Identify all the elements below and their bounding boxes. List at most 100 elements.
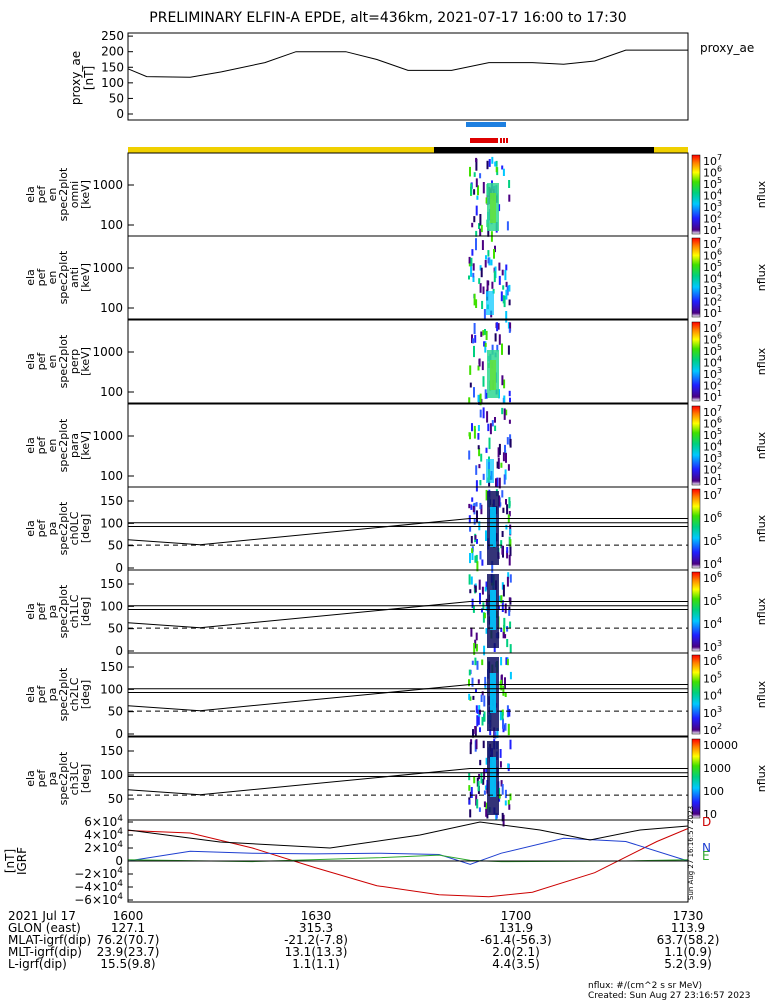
spectrogram-pixel — [469, 526, 472, 532]
footer-cell: 2021 Jul 17 — [8, 909, 76, 923]
spectrogram-pixel — [501, 490, 504, 498]
colorbar-tick-label: 102 — [703, 294, 722, 309]
spectrogram-pixel — [502, 168, 505, 176]
spectrogram-pixel — [474, 657, 477, 666]
colorbar — [691, 321, 701, 402]
spectrogram-pixel — [468, 693, 471, 700]
spectrogram-pixel — [505, 311, 508, 323]
spectrogram-pixel — [472, 272, 475, 278]
spectrogram-pixel — [479, 393, 482, 406]
spec-ytick-label: 150 — [100, 577, 123, 591]
spectrogram-pixel — [496, 322, 499, 332]
spectrogram-pixel — [494, 425, 497, 431]
spectrogram-pixel — [491, 344, 494, 355]
igrf-ytick-label: −4×104 — [74, 879, 123, 894]
colorbar-tick-label: 102 — [703, 211, 722, 226]
colorbar-tick-label: 106 — [703, 416, 722, 431]
spectrogram-pixel — [485, 768, 488, 773]
spectrogram-pixel — [468, 397, 471, 404]
spectrogram-pixel — [503, 474, 506, 485]
spectrogram-pixel — [499, 761, 502, 768]
spectrogram-pixel — [506, 576, 509, 587]
igrf-ytick-label: −6×104 — [74, 892, 123, 907]
spec-ytick-label: 100 — [100, 516, 123, 530]
spectrogram-pixel — [484, 341, 487, 353]
spec-frame — [127, 652, 689, 737]
spectrogram-pixel — [475, 554, 478, 563]
colorbar-tick-label: 104 — [703, 439, 722, 454]
spec-ytick-label: 50 — [108, 705, 123, 719]
spectrogram-pixel — [471, 677, 474, 687]
spec-ytick-label: 100 — [100, 301, 123, 315]
spectrogram-pixel — [476, 709, 479, 714]
spectrogram-pixel — [472, 338, 475, 344]
spectrogram-pixel — [468, 574, 471, 585]
spectrogram-pixel — [480, 504, 483, 515]
spec-frame — [127, 486, 689, 571]
spectrogram-core — [486, 291, 494, 315]
spectrogram-pixel — [507, 572, 510, 579]
data-zone-bar — [470, 138, 498, 143]
spec-ytick-label: 100 — [100, 599, 123, 613]
spectrogram-pixel — [489, 728, 492, 736]
spectrogram-pixel — [478, 579, 481, 590]
spectrogram-pixel — [479, 592, 481, 605]
sunlit-bar — [128, 147, 434, 153]
spectrogram-pixel — [508, 390, 511, 397]
colorbar-label: nflux — [755, 431, 768, 459]
spectrogram-pixel — [474, 726, 477, 734]
spectrogram-pixel — [475, 739, 478, 750]
colorbar-tick-label: 105 — [703, 670, 722, 685]
spec-ylabel: elapefpaspec2plotch2LC[deg] — [24, 667, 92, 721]
spectrogram-pixel — [483, 695, 486, 707]
spectrogram-pixel — [509, 739, 512, 750]
spectrogram-pixel — [498, 477, 501, 489]
loss-cone-curve — [127, 601, 688, 629]
spectrogram-pixel — [468, 450, 471, 460]
colorbar-tick-label: 103 — [703, 639, 722, 654]
spectrogram-pixel — [502, 285, 505, 290]
spectrogram-pixel — [507, 322, 510, 329]
spectrogram-pixel — [484, 676, 487, 687]
spectrogram-pixel — [471, 497, 474, 502]
spectrogram-pixel — [506, 437, 509, 445]
spectrogram-pixel — [481, 716, 484, 726]
spectrogram-pixel — [487, 229, 490, 237]
spectrogram-core-hot — [490, 193, 496, 223]
spectrogram-pixel — [503, 395, 506, 404]
colorbar-tick-label: 107 — [703, 236, 722, 251]
colorbar-tick-label: 107 — [703, 404, 722, 419]
spectrogram-pixel — [507, 763, 510, 769]
spectrogram-pixel — [506, 547, 509, 553]
spec-ytick-label: 0 — [115, 727, 123, 741]
colorbar-label: nflux — [755, 347, 768, 375]
colorbar-tick-label: 101 — [703, 305, 722, 320]
spec-ytick-label: 1000 — [92, 178, 123, 192]
spectrogram-pixel — [484, 785, 487, 790]
spectrogram-pixel — [483, 341, 486, 347]
spectrogram-pixel — [495, 160, 498, 167]
spectrogram-pixel — [501, 407, 504, 415]
spectrogram-pixel — [481, 659, 484, 666]
spectrogram-pixel — [468, 785, 471, 791]
spectrogram-pixel — [484, 586, 487, 592]
spectrogram-pixel — [481, 240, 484, 250]
spectrogram-pixel — [477, 780, 480, 792]
colorbar-tick-label: 106 — [703, 332, 722, 347]
spectrogram-pixel — [508, 284, 511, 292]
spectrogram-pixel — [482, 330, 485, 336]
spectrogram-pixel — [501, 531, 504, 537]
spectrogram-pixel — [486, 814, 489, 819]
colorbar-tick-label: 104 — [703, 271, 722, 286]
footer-cell: L-igrf(dip) — [8, 957, 67, 971]
spectrogram-pixel — [508, 299, 511, 306]
sunlit-bar — [654, 147, 688, 153]
spectrogram-pixel — [498, 495, 501, 507]
colorbar — [691, 654, 701, 735]
igrf-D-line — [127, 828, 689, 898]
spectrogram-pixel — [477, 679, 480, 684]
spectrogram-pixel — [468, 432, 471, 437]
colorbar-tick-label: 10 — [703, 808, 717, 821]
spectrogram-pixel — [485, 598, 488, 607]
spec-ytick-label: 1000 — [92, 345, 123, 359]
